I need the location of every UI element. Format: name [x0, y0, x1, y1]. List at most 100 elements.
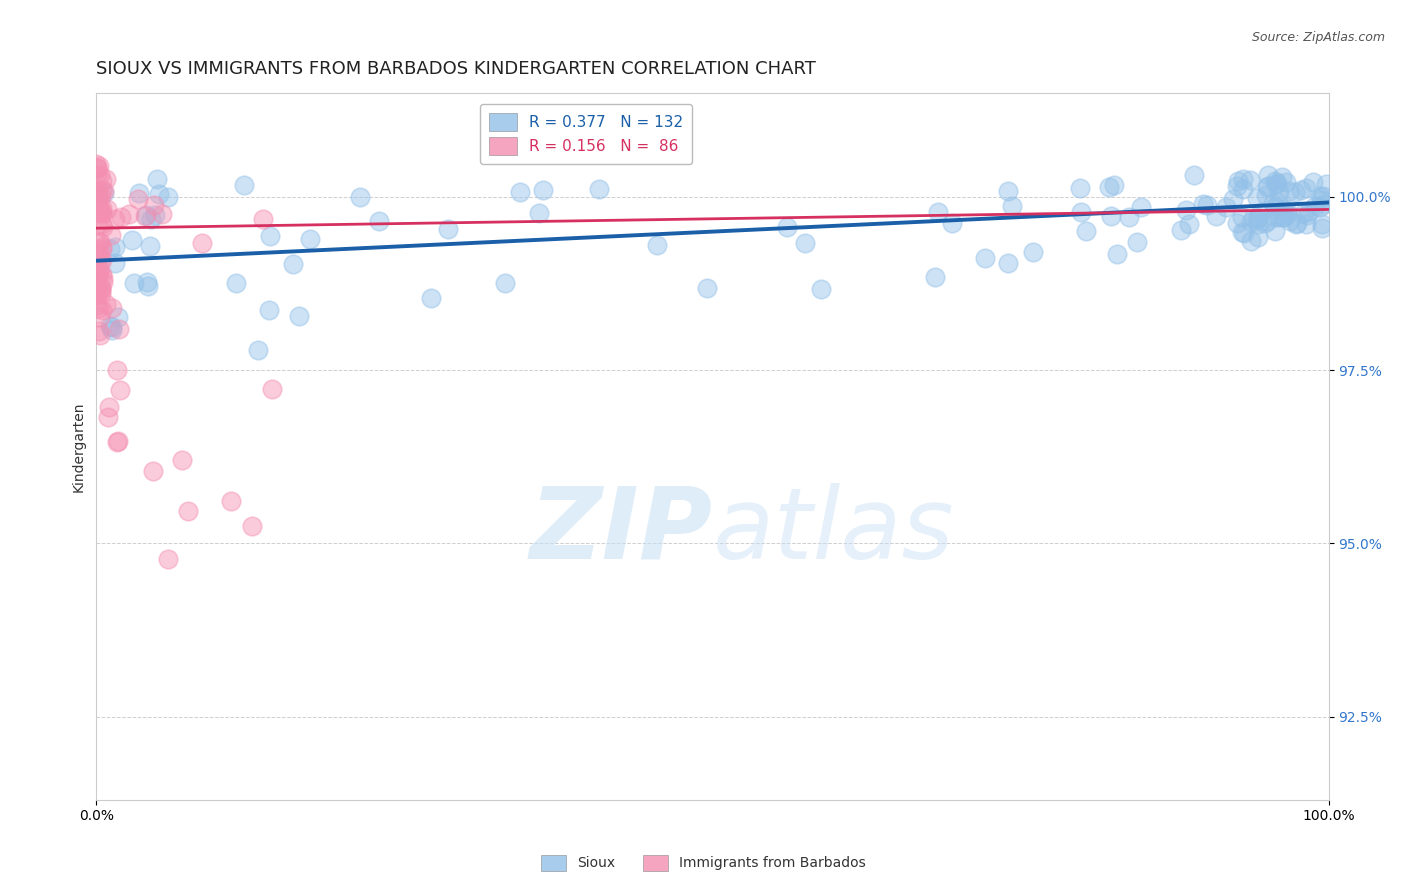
Point: [86, 281, 108, 295]
Point: [104, 255, 127, 269]
Point: [105, 435, 128, 450]
Point: [1126, 235, 1149, 250]
Point: [997, 184, 1019, 198]
Point: [1264, 200, 1286, 214]
Point: [1222, 192, 1244, 206]
Point: [86, 251, 108, 265]
Point: [105, 363, 128, 377]
Point: [259, 228, 281, 243]
Point: [974, 251, 997, 265]
Point: [101, 323, 124, 337]
Point: [1226, 173, 1249, 187]
Point: [128, 186, 150, 200]
Point: [89, 235, 111, 249]
Point: [90, 240, 112, 254]
Text: atlas: atlas: [713, 483, 955, 580]
Point: [1285, 216, 1308, 230]
Point: [1309, 189, 1331, 203]
Point: [87, 301, 110, 315]
Point: [87, 235, 110, 249]
Point: [1239, 173, 1261, 187]
Point: [89, 266, 111, 280]
Point: [86, 218, 108, 232]
Point: [287, 310, 309, 324]
Point: [87, 324, 110, 338]
Point: [86, 260, 108, 274]
Point: [1303, 199, 1326, 213]
Point: [1240, 214, 1263, 228]
Point: [696, 281, 718, 295]
Point: [104, 240, 127, 254]
Point: [260, 382, 283, 396]
Point: [91, 303, 114, 318]
Point: [1170, 223, 1192, 237]
Point: [1284, 185, 1306, 199]
Point: [139, 239, 162, 253]
Point: [98, 319, 121, 334]
Point: [1215, 200, 1237, 214]
Point: [1256, 188, 1278, 202]
Point: [1275, 206, 1298, 220]
Point: [1310, 220, 1333, 235]
Point: [90, 205, 112, 219]
Point: [86, 287, 108, 301]
Point: [135, 275, 157, 289]
Point: [108, 322, 131, 336]
Point: [87, 249, 110, 263]
Point: [1001, 199, 1024, 213]
Point: [1247, 230, 1270, 244]
Point: [1230, 225, 1253, 239]
Point: [108, 384, 131, 398]
Point: [150, 207, 173, 221]
Point: [86, 161, 108, 176]
Point: [1292, 206, 1315, 220]
Point: [91, 217, 114, 231]
Point: [298, 232, 321, 246]
Point: [86, 287, 108, 301]
Point: [247, 343, 270, 357]
Point: [87, 188, 110, 202]
Point: [647, 238, 669, 252]
Point: [134, 209, 156, 223]
Point: [1279, 214, 1302, 228]
Point: [368, 214, 391, 228]
Point: [127, 192, 149, 206]
Point: [1278, 184, 1301, 198]
Point: [86, 269, 108, 284]
Point: [86, 168, 108, 182]
Point: [1315, 177, 1337, 191]
Point: [1246, 191, 1268, 205]
Point: [232, 178, 254, 192]
Point: [90, 286, 112, 301]
Point: [176, 504, 198, 518]
Point: [509, 185, 531, 199]
Point: [1272, 211, 1295, 225]
Point: [1233, 227, 1256, 241]
Point: [1177, 218, 1199, 232]
Point: [1174, 203, 1197, 218]
Point: [89, 263, 111, 277]
Point: [107, 434, 129, 448]
Point: [90, 188, 112, 202]
Point: [138, 279, 160, 293]
Point: [101, 320, 124, 334]
Point: [1226, 178, 1249, 193]
Point: [86, 161, 108, 175]
Point: [90, 173, 112, 187]
Point: [91, 183, 114, 197]
Point: [86, 297, 108, 311]
Point: [90, 201, 112, 215]
Point: [91, 271, 114, 285]
Point: [1309, 200, 1331, 214]
Point: [143, 208, 166, 222]
Point: [794, 236, 817, 251]
Point: [1271, 204, 1294, 219]
Point: [135, 209, 157, 223]
Point: [1070, 204, 1092, 219]
Point: [96, 202, 118, 217]
Point: [1239, 234, 1261, 248]
Point: [588, 182, 610, 196]
Point: [252, 211, 274, 226]
Point: [775, 219, 797, 234]
Point: [1285, 217, 1308, 231]
